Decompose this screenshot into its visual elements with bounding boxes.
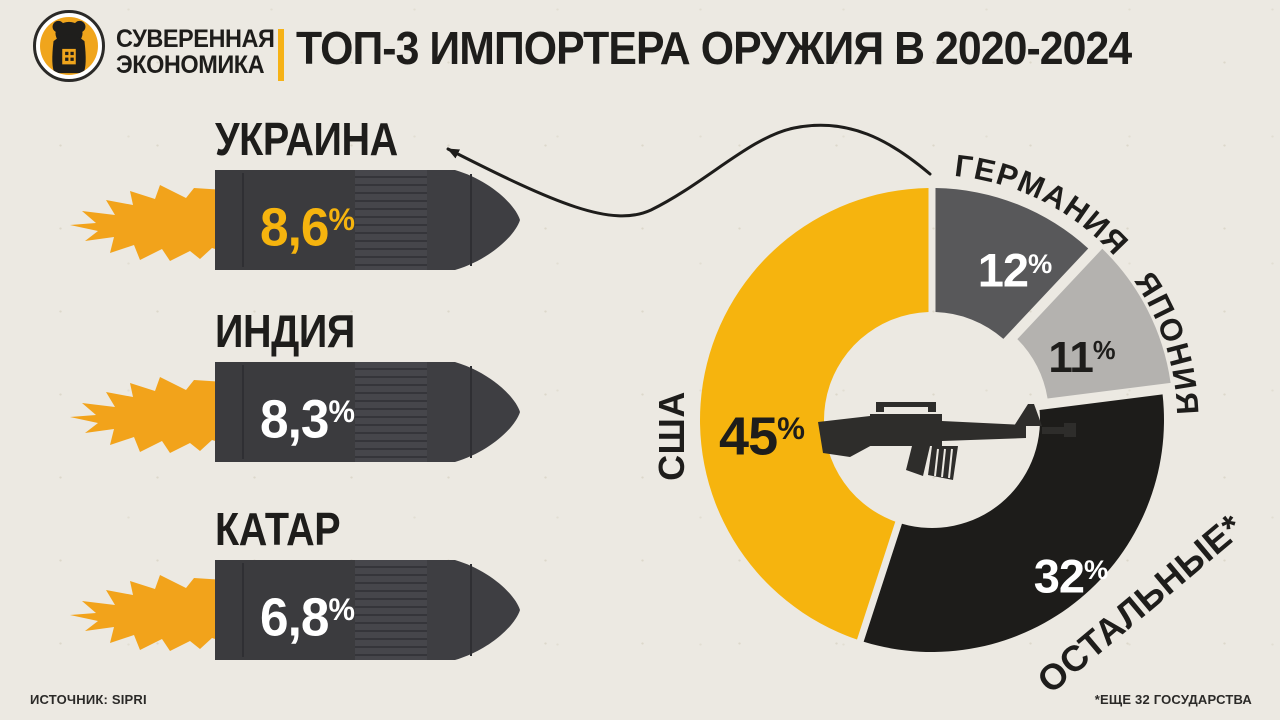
source-note: ИСТОЧНИК: SIPRI bbox=[30, 692, 147, 707]
percent-sign: % bbox=[1084, 554, 1109, 585]
logo-badge-inner bbox=[40, 17, 98, 75]
bullet-nose bbox=[427, 170, 520, 270]
donut-slice-2 bbox=[863, 394, 1164, 653]
bullet-bar-ukraine: 8,6% bbox=[70, 170, 522, 270]
donut-slice-1 bbox=[1017, 248, 1171, 399]
donut-slice-3 bbox=[699, 188, 929, 640]
percent-sign: % bbox=[328, 394, 355, 429]
bar-value-digits: 6,8 bbox=[260, 587, 329, 648]
slice-value-digits: 45 bbox=[719, 406, 778, 467]
bullet-stripes bbox=[355, 170, 427, 270]
bullet-row-qatar: КАТАР 6,8% bbox=[0, 504, 560, 664]
bullet-stripes bbox=[355, 362, 427, 462]
slice-value-digits: 11 bbox=[1048, 332, 1094, 382]
bullet-nose bbox=[427, 362, 520, 462]
logo-text: СУВЕРЕННАЯ ЭКОНОМИКА bbox=[116, 25, 275, 79]
slice-value-digits: 32 bbox=[1033, 549, 1085, 603]
percent-sign: % bbox=[328, 202, 355, 237]
percent-sign: % bbox=[777, 411, 805, 446]
slice-label-usa: США bbox=[651, 391, 692, 481]
bar-value-qatar: 6,8% bbox=[224, 560, 390, 660]
bullet-stripes bbox=[355, 560, 427, 660]
slice-value-usa: 45% bbox=[686, 400, 838, 466]
flame-icon bbox=[70, 377, 225, 453]
page-title: ТОП-3 ИМПОРТЕРА ОРУЖИЯ В 2020-2024 bbox=[296, 22, 1132, 74]
bar-label-ukraine: УКРАИНА bbox=[215, 113, 398, 165]
bullet-row-ukraine: УКРАИНА 8,6% bbox=[0, 114, 560, 274]
casing-seam bbox=[242, 173, 244, 267]
bear-icon bbox=[52, 20, 86, 74]
slice-value-others: 32% bbox=[1008, 544, 1134, 603]
slice-value-germany: 12% bbox=[955, 238, 1075, 297]
donut-slice-0 bbox=[935, 188, 1089, 339]
logo-line2: ЭКОНОМИКА bbox=[116, 51, 265, 79]
slice-value-japan: 11% bbox=[1022, 326, 1142, 383]
bar-value-digits: 8,3 bbox=[260, 389, 329, 450]
flame-icon bbox=[70, 185, 225, 261]
percent-sign: % bbox=[1028, 248, 1053, 279]
percent-sign: % bbox=[1092, 337, 1116, 365]
bar-label-india: ИНДИЯ bbox=[215, 305, 355, 357]
annotation-arrow bbox=[446, 123, 932, 218]
casing-seam bbox=[242, 365, 244, 459]
flame-icon bbox=[70, 575, 225, 651]
logo-bear-badge bbox=[33, 10, 105, 82]
bar-value-digits: 8,6 bbox=[260, 197, 329, 258]
bullet-nose bbox=[427, 560, 520, 660]
footnote: *ЕЩЕ 32 ГОСУДАРСТВА bbox=[1094, 692, 1252, 707]
donut-slices bbox=[699, 188, 1171, 653]
bullet-bar-qatar: 6,8% bbox=[70, 560, 522, 660]
rifle-icon bbox=[818, 402, 1076, 480]
slice-value-digits: 12 bbox=[977, 243, 1029, 297]
percent-sign: % bbox=[328, 592, 355, 627]
casing-seam bbox=[242, 563, 244, 657]
bar-value-india: 8,3% bbox=[224, 362, 390, 462]
title-separator bbox=[278, 29, 284, 81]
bullet-row-india: ИНДИЯ 8,3% bbox=[0, 306, 560, 466]
logo-line1: СУВЕРЕННАЯ bbox=[116, 25, 275, 53]
bar-label-qatar: КАТАР bbox=[215, 503, 341, 555]
bar-value-ukraine: 8,6% bbox=[224, 170, 390, 270]
bullet-bar-india: 8,3% bbox=[70, 362, 522, 462]
